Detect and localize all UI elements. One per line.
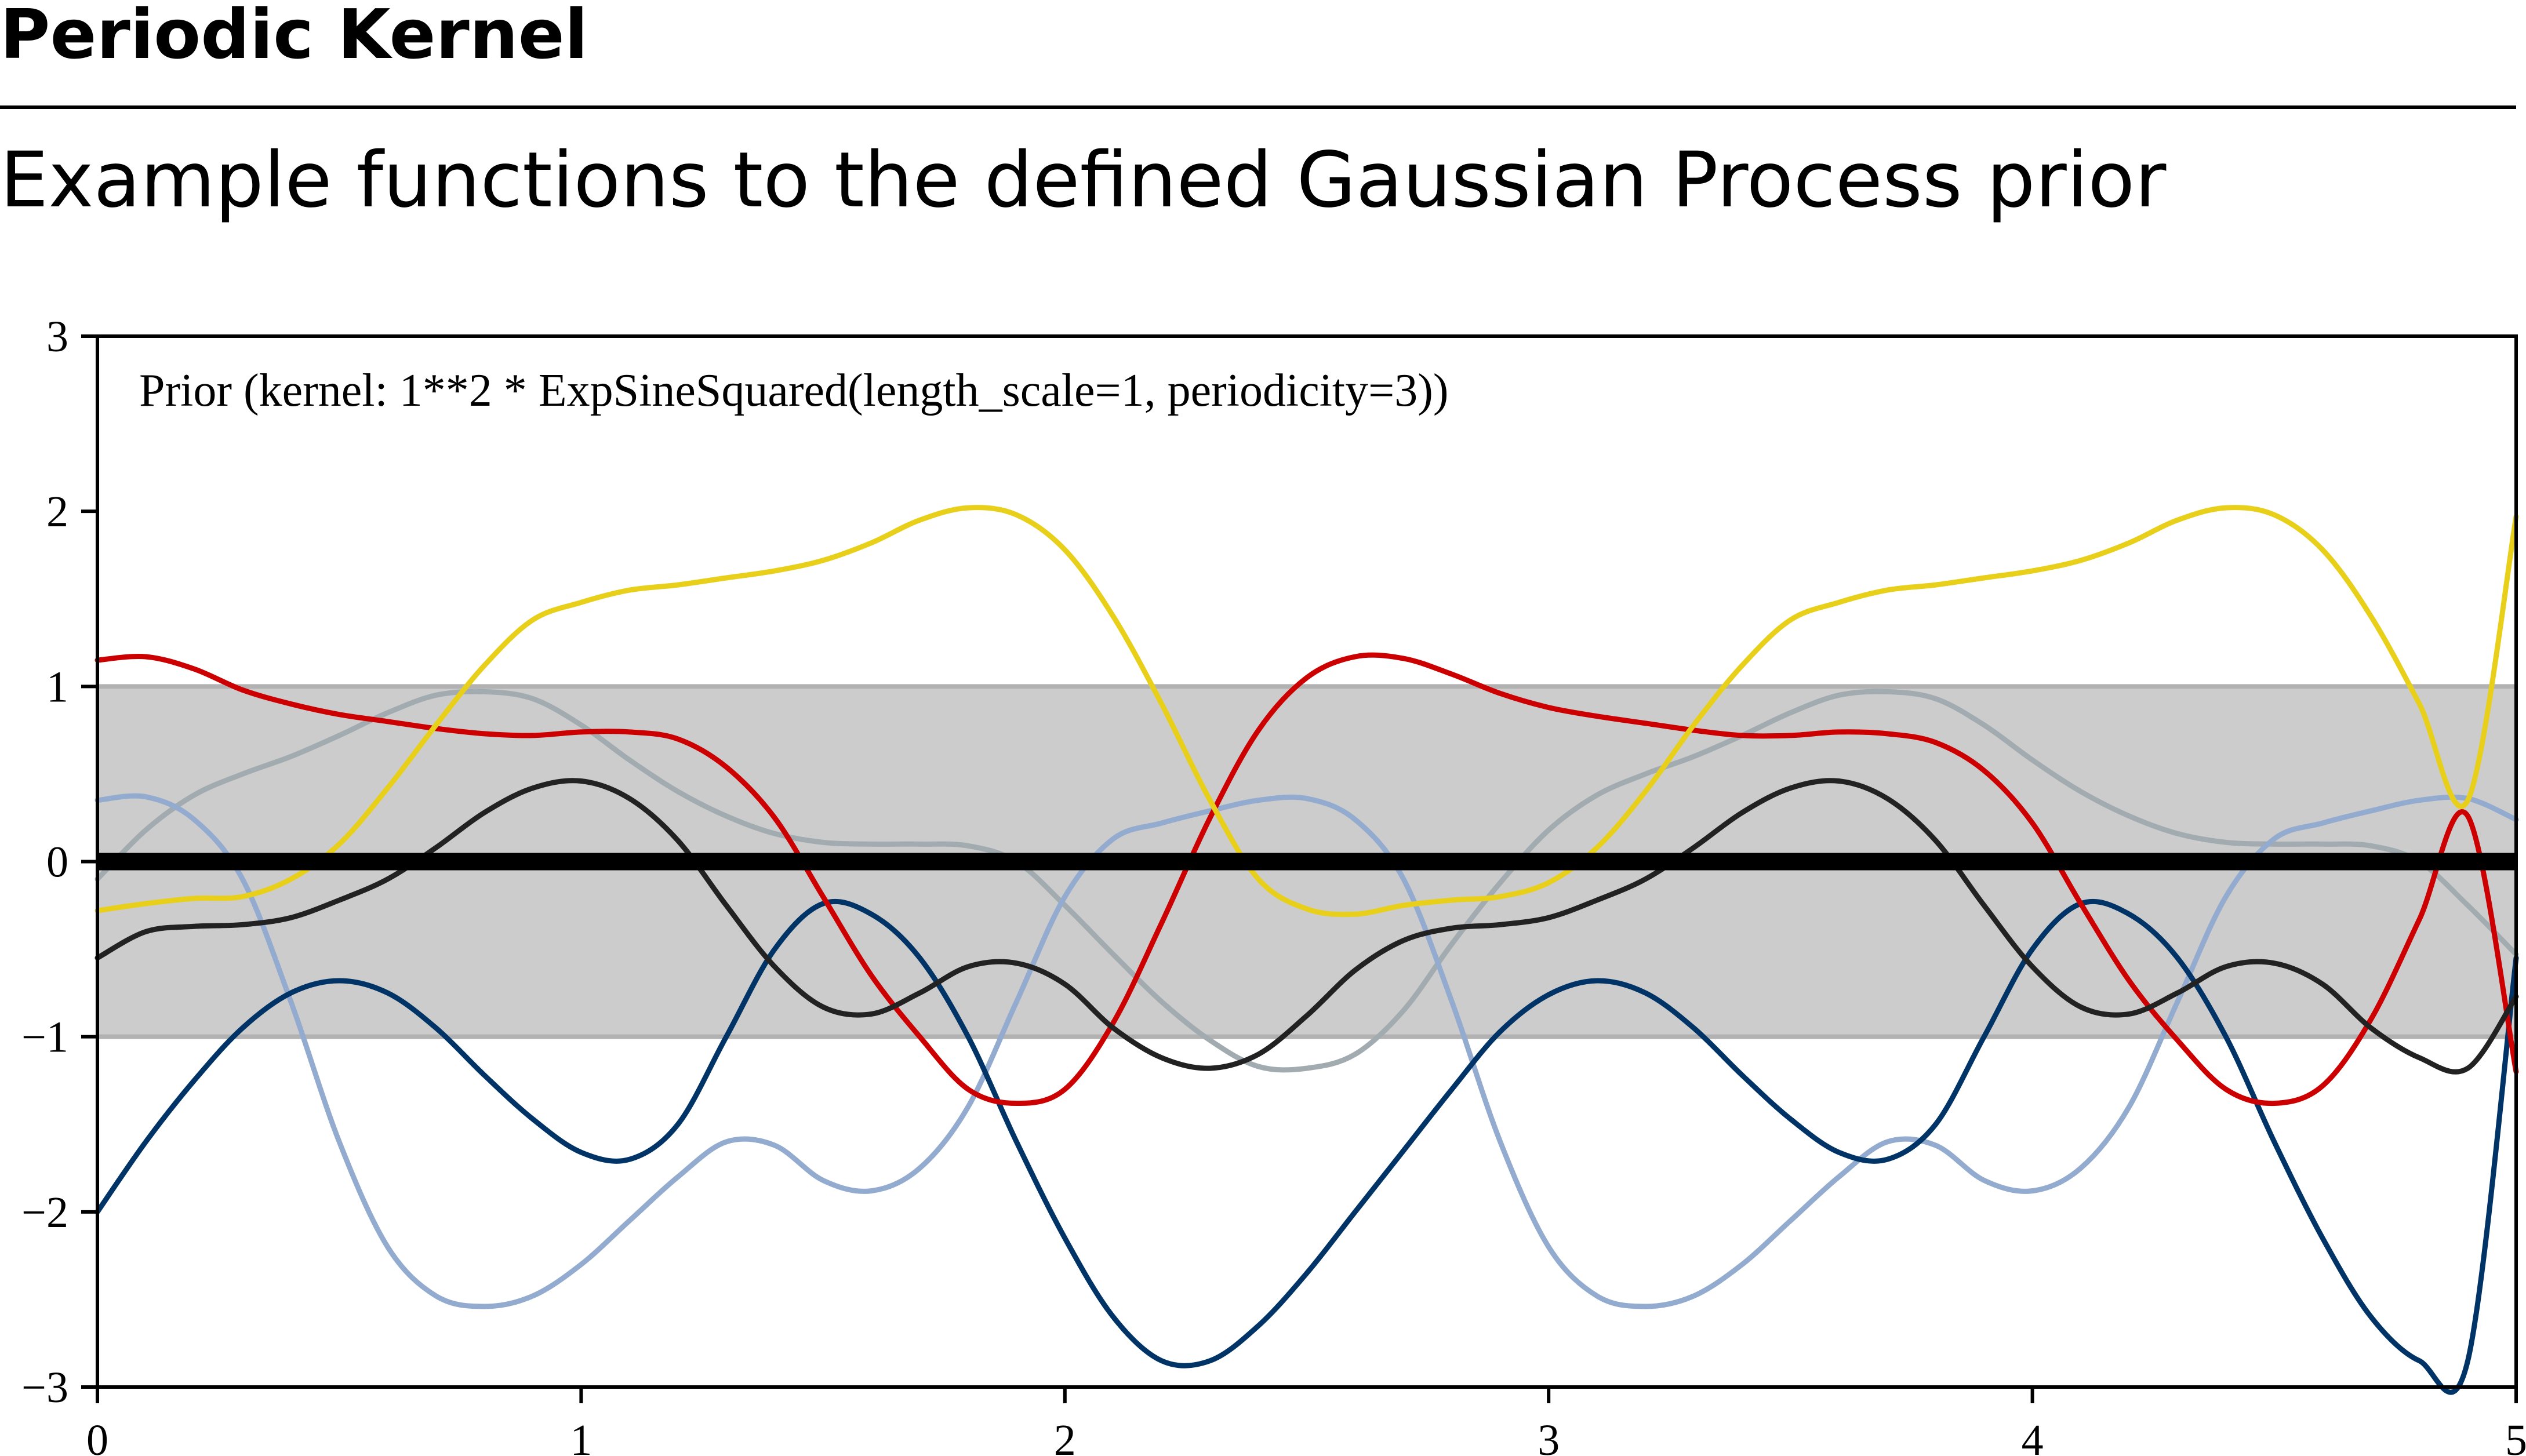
page-title: Periodic Kernel	[0, 0, 588, 74]
x-tick-label: 4	[2022, 1416, 2044, 1456]
y-tick-label: −2	[21, 1188, 68, 1237]
y-tick-label: −1	[21, 1013, 68, 1062]
sample-line-4	[95, 652, 2519, 1106]
kernel-annotation: Prior (kernel: 1**2 * ExpSineSquared(len…	[139, 365, 1449, 416]
page-subtitle: Example functions to the defined Gaussia…	[0, 136, 2167, 225]
sample-line-3	[95, 899, 2519, 1395]
sample-line-6	[95, 778, 2519, 1075]
y-axis: −3 −2 −1 0 1 2 3	[21, 312, 97, 1412]
y-tick-label: 2	[46, 487, 68, 536]
x-tick-label: 2	[1054, 1416, 1076, 1456]
x-tick-label: 5	[2505, 1416, 2526, 1456]
sample-line-1	[95, 689, 2519, 1073]
sample-line-5	[95, 505, 2519, 918]
x-axis: 0 1 2 3 4 5	[86, 1387, 2526, 1456]
y-tick-label: 3	[46, 312, 68, 361]
x-tick-label: 0	[86, 1416, 108, 1456]
y-tick-label: −3	[21, 1363, 68, 1412]
title-divider	[0, 105, 2516, 109]
x-tick-label: 3	[1538, 1416, 1560, 1456]
y-tick-label: 0	[46, 838, 68, 887]
y-tick-label: 1	[46, 663, 68, 711]
sample-line-2	[95, 793, 2519, 1309]
x-tick-label: 1	[570, 1416, 592, 1456]
sample-lines	[95, 505, 2519, 1395]
